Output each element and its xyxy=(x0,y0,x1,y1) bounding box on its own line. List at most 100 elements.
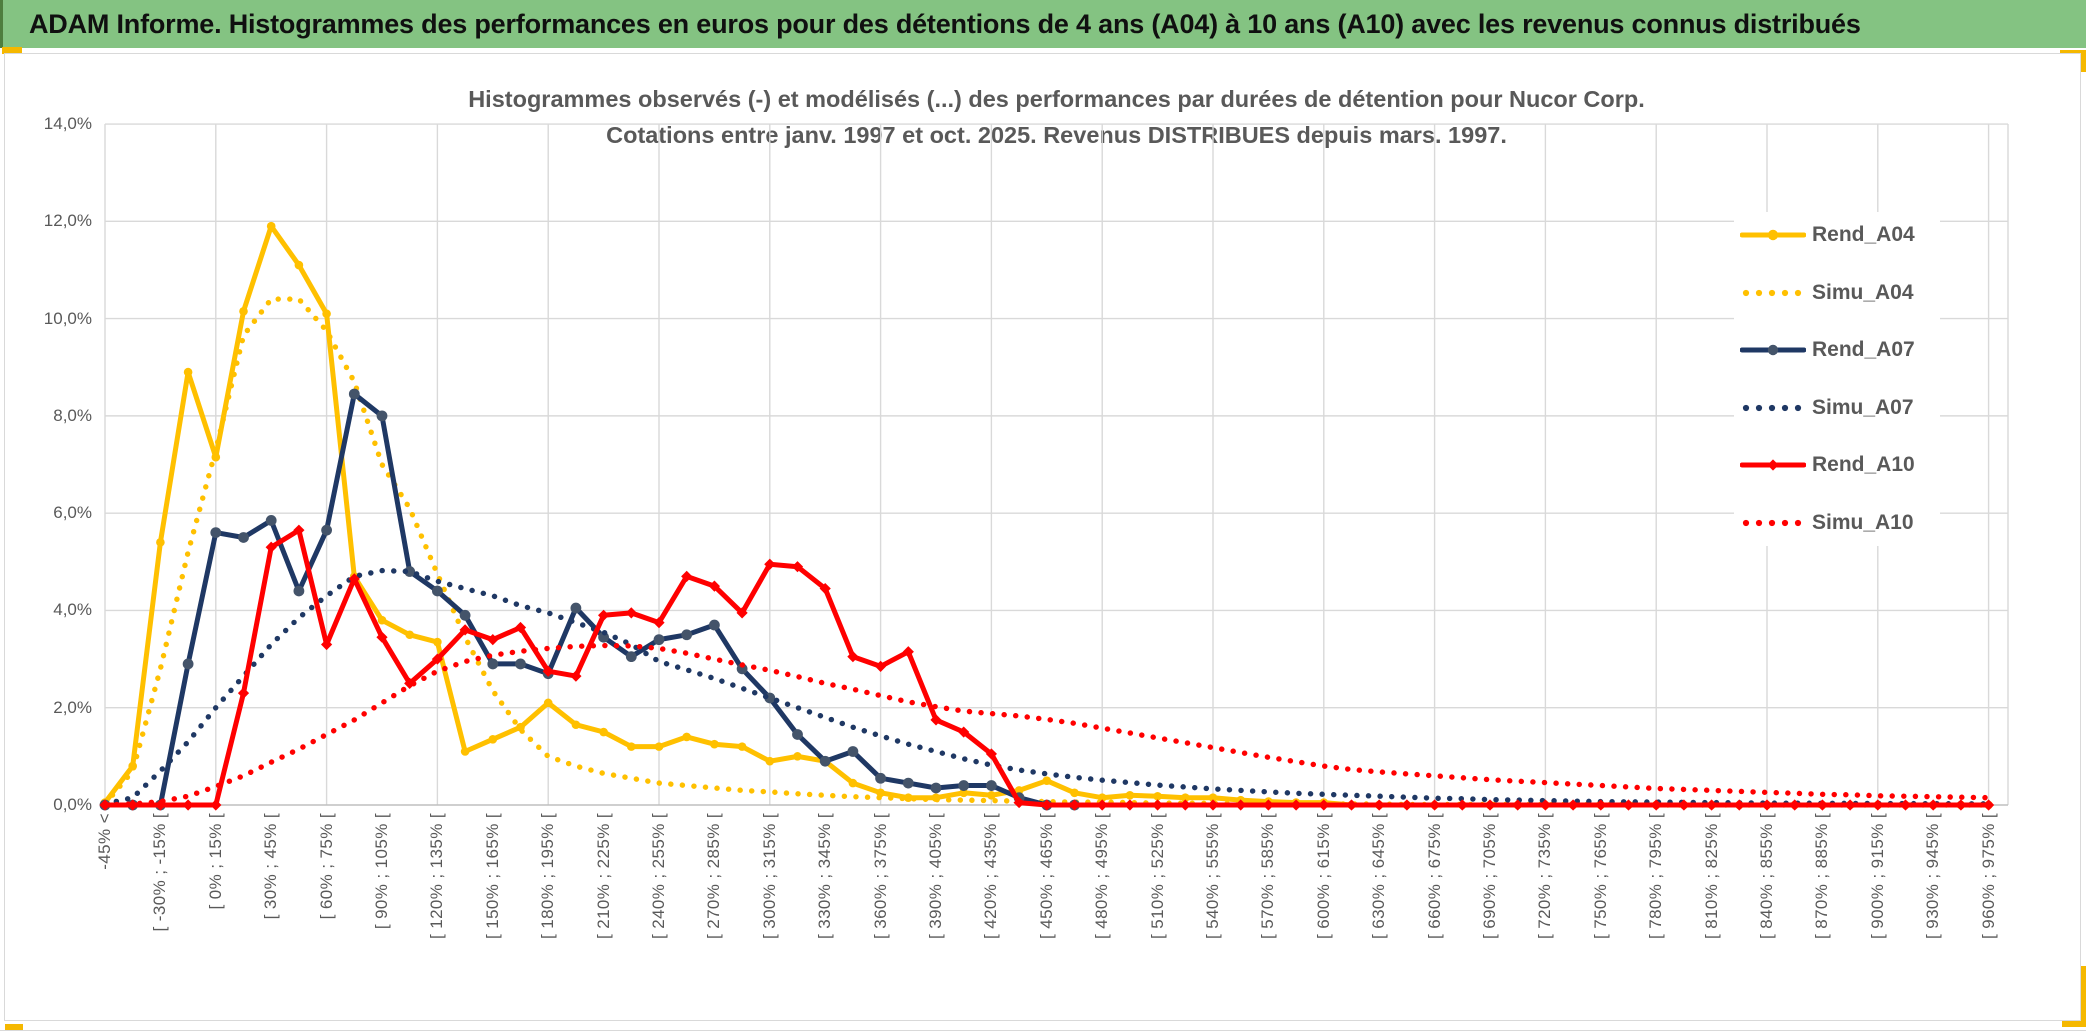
x-tick-label: [ -30% ; -15% [ xyxy=(150,813,170,932)
marker-Rend_A04 xyxy=(1014,786,1024,795)
x-tick-label: [ 690% ; 705% [ xyxy=(1480,813,1499,940)
legend-item-Simu_A04: Simu_A04 xyxy=(1740,278,1914,308)
marker-Rend_A10 xyxy=(1595,799,1607,811)
series-line-Simu_A07 xyxy=(102,567,1992,807)
marker-Rend_A07 xyxy=(515,658,526,670)
marker-Rend_A10 xyxy=(625,607,637,619)
y-tick-label: 10,0% xyxy=(43,308,92,328)
marker-Rend_A10 xyxy=(708,580,720,592)
marker-Rend_A10 xyxy=(487,634,499,646)
marker-Rend_A10 xyxy=(542,665,554,677)
marker-Rend_A07 xyxy=(265,515,277,526)
marker-Rend_A07 xyxy=(459,609,471,621)
marker-Rend_A07 xyxy=(570,602,582,614)
x-tick-label: [ 630% ; 645% [ xyxy=(1369,813,1389,940)
marker-Rend_A10 xyxy=(764,558,776,570)
marker-Rend_A10 xyxy=(875,660,887,672)
chart-title-line1: Histogrammes observés (-) et modélisés (… xyxy=(468,86,1645,112)
marker-Rend_A07 xyxy=(930,782,942,794)
chart-legend: Rend_A04 Simu_A04 Rend_A07 Simu_A07 Rend_A10… xyxy=(1734,212,1940,546)
marker-Rend_A04 xyxy=(294,260,304,270)
marker-Rend_A07 xyxy=(210,527,222,539)
marker-Rend_A10 xyxy=(1899,799,1912,811)
marker-Rend_A04 xyxy=(959,788,968,798)
legend-sample-Simu_A10 xyxy=(1742,519,1802,526)
y-tick-label: 4,0% xyxy=(53,600,92,620)
x-tick-label: [ 390% ; 405% [ xyxy=(926,813,945,940)
marker-Rend_A10 xyxy=(1096,799,1108,811)
x-tick-label: [ 660% ; 675% [ xyxy=(1424,813,1444,940)
chart-title-line2: Cotations entre janv. 1997 et oct. 2025.… xyxy=(606,122,1507,148)
x-tick-label: [ 0% ; 15% [ xyxy=(205,813,225,910)
marker-Rend_A04 xyxy=(266,221,276,231)
marker-Rend_A10 xyxy=(376,631,388,643)
series-line-Rend_A10 xyxy=(102,527,1992,808)
x-tick-label: [ 60% ; 75% [ xyxy=(316,813,336,920)
legend-item-Rend_A04: Rend_A04 xyxy=(1740,220,1915,250)
x-tick-label: [ 810% ; 825% [ xyxy=(1701,813,1721,940)
marker-Rend_A10 xyxy=(1152,799,1164,811)
marker-Rend_A10 xyxy=(1207,799,1219,811)
y-tick-label: 12,0% xyxy=(43,211,92,231)
marker-Rend_A04 xyxy=(848,778,858,788)
page-bottom-rule xyxy=(0,1030,2086,1031)
x-tick-label: [ 120% ; 135% [ xyxy=(427,813,447,940)
marker-Rend_A04 xyxy=(765,756,775,766)
marker-Rend_A10 xyxy=(1927,799,1939,811)
marker-Rend_A04 xyxy=(433,637,442,647)
legend-sample-Rend_A04 xyxy=(1740,229,1806,241)
x-tick-label: [ 960% ; 975% [ xyxy=(1978,813,1998,940)
marker-Rend_A07 xyxy=(792,729,803,740)
marker-Rend_A07 xyxy=(819,755,831,767)
marker-Rend_A07 xyxy=(321,524,332,536)
x-tick-label: [ 360% ; 375% [ xyxy=(870,813,890,940)
x-tick-label: [ 150% ; 165% [ xyxy=(482,813,502,940)
marker-Rend_A04 xyxy=(571,720,581,730)
marker-Rend_A10 xyxy=(1622,799,1635,811)
marker-Rend_A04 xyxy=(737,742,747,751)
x-tick-label: [ 750% ; 765% [ xyxy=(1590,813,1610,940)
x-tick-label: -45% < xyxy=(95,813,114,870)
marker-Rend_A04 xyxy=(377,615,387,625)
marker-Rend_A10 xyxy=(1761,799,1773,811)
marker-Rend_A04 xyxy=(876,788,885,798)
x-tick-label: [ 210% ; 225% [ xyxy=(593,813,613,940)
x-tick-label: [ 510% ; 525% [ xyxy=(1147,813,1167,940)
marker-Rend_A10 xyxy=(1872,799,1884,811)
marker-Rend_A04 xyxy=(543,698,553,708)
marker-Rend_A10 xyxy=(653,617,665,629)
marker-Rend_A04 xyxy=(156,538,165,547)
x-tick-label: [ 270% ; 285% [ xyxy=(704,813,724,940)
marker-Rend_A10 xyxy=(293,524,305,536)
marker-Rend_A10 xyxy=(1733,799,1745,811)
marker-Rend_A04 xyxy=(904,793,913,803)
legend-label-Simu_A10: Simu_A10 xyxy=(1812,510,1914,534)
marker-Rend_A04 xyxy=(239,307,248,316)
legend-sample-Simu_A07 xyxy=(1742,404,1802,411)
marker-Rend_A07 xyxy=(182,658,194,670)
x-tick-label: [ 840% ; 855% [ xyxy=(1757,813,1776,940)
x-tick-label: [ 90% ; 105% [ xyxy=(372,813,391,930)
x-tick-label: [ 420% ; 435% [ xyxy=(981,813,1001,940)
marker-Rend_A04 xyxy=(793,752,802,761)
marker-Rend_A07 xyxy=(958,780,970,791)
marker-Rend_A10 xyxy=(1567,799,1579,811)
series-line-Rend_A04 xyxy=(102,223,1992,808)
marker-Rend_A04 xyxy=(682,732,691,742)
marker-Rend_A10 xyxy=(431,653,443,665)
legend-item-Rend_A10: Rend_A10 xyxy=(1740,450,1915,480)
marker-Rend_A04 xyxy=(599,727,608,737)
marker-Rend_A04 xyxy=(987,790,996,800)
marker-Rend_A04 xyxy=(1070,788,1079,798)
x-tick-label: [ 300% ; 315% [ xyxy=(759,813,779,940)
corner-accent-bottom-right-h xyxy=(2062,1019,2086,1027)
marker-Rend_A04 xyxy=(1181,793,1190,803)
corner-accent-top-right-v xyxy=(2079,50,2086,72)
marker-Rend_A10 xyxy=(265,541,277,553)
legend-item-Simu_A10: Simu_A10 xyxy=(1740,508,1914,538)
marker-Rend_A07 xyxy=(432,585,443,597)
marker-Rend_A04 xyxy=(405,630,415,640)
marker-Rend_A10 xyxy=(1290,799,1302,811)
marker-Rend_A10 xyxy=(348,573,360,585)
